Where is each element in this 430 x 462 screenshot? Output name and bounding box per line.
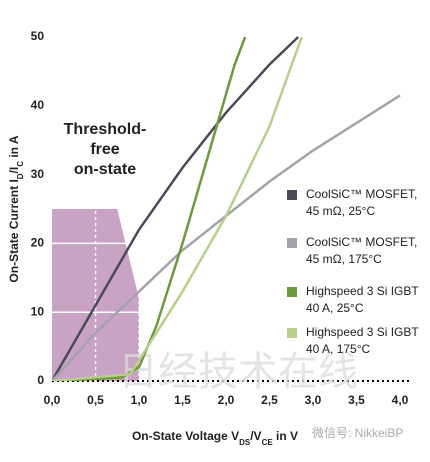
label-part: CE (262, 438, 274, 447)
legend-label: CoolSiC™ MOSFET, 45 mΩ, 25°C (306, 187, 418, 218)
x-tick-label: 3,5 (348, 393, 365, 407)
label-part: D (16, 173, 25, 179)
x-tick-label: 3,0 (305, 393, 322, 407)
legend-swatch (287, 328, 297, 338)
legend-label: Highspeed 3 Si IGBT 40 A, 25°C (306, 284, 419, 315)
legend-swatch (287, 287, 297, 297)
y-tick-label: 40 (31, 98, 45, 112)
label-part: On-State Current I (7, 179, 21, 282)
y-tick-label: 0 (37, 373, 44, 387)
line (52, 36, 303, 381)
label-part: in V (273, 429, 298, 443)
annotation: Threshold-free on-state (63, 121, 147, 178)
y-tick-label: 50 (31, 29, 45, 43)
label-part: DS (239, 438, 251, 447)
legend-swatch (287, 190, 297, 200)
legend-swatch (287, 238, 297, 248)
y-tick-label: 10 (31, 304, 45, 318)
label-part: On-State Voltage V (132, 429, 239, 443)
legend-label: CoolSiC™ MOSFET, 45 mΩ, 175°C (306, 235, 418, 266)
y-tick-label: 30 (31, 167, 45, 181)
x-tick-label: 4,0 (392, 393, 409, 407)
y-tick-label: 20 (31, 236, 45, 250)
label-part: in A (7, 135, 21, 161)
source: 微信号: NikkeiBP (312, 426, 403, 440)
label-part: C (16, 161, 25, 167)
x-tick-label: 2,5 (261, 393, 278, 407)
label-part: /I (7, 167, 21, 174)
line (52, 36, 300, 381)
x-tick-label: 1,5 (174, 393, 191, 407)
y-axis-label: On-State Current ID/IC in A (7, 135, 25, 282)
legend-label: Highspeed 3 Si IGBT 40 A, 175°C (306, 325, 419, 356)
watermark: 日经技术在线 (118, 350, 358, 394)
x-tick-label: 0,5 (87, 393, 104, 407)
x-tick-label: 2,0 (218, 393, 235, 407)
x-axis-label: On-State Voltage VDS/VCE in V (132, 429, 298, 447)
label-part: /V (250, 429, 261, 443)
x-tick-label: 0,0 (44, 393, 61, 407)
x-tick-label: 1,0 (131, 393, 148, 407)
